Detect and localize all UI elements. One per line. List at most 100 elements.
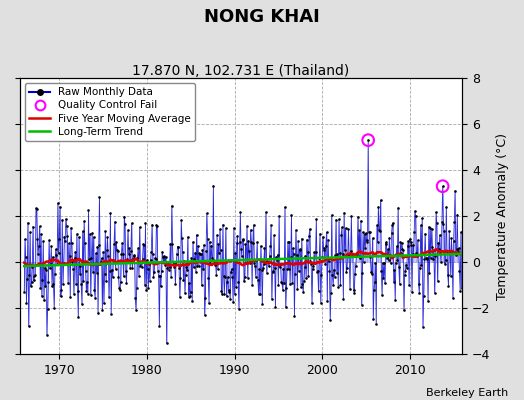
Point [286, 281, 294, 287]
Point [153, 223, 161, 230]
Point [220, 272, 228, 279]
Point [416, 265, 424, 271]
Point [281, 304, 290, 310]
Point [41, 283, 50, 289]
Point [204, 275, 212, 281]
Point [361, 230, 369, 237]
Point [32, 206, 41, 212]
Point [408, 289, 416, 296]
Point [188, 298, 196, 305]
Point [413, 253, 421, 260]
Point [380, 260, 388, 267]
Point [24, 219, 32, 226]
Point [187, 255, 195, 261]
Point [307, 261, 315, 267]
Point [70, 290, 78, 297]
Point [35, 242, 43, 249]
Point [337, 224, 346, 231]
Point [94, 242, 103, 248]
Point [127, 220, 136, 226]
Point [181, 272, 190, 278]
Point [152, 222, 160, 228]
Point [290, 313, 299, 319]
Point [364, 137, 373, 143]
Point [81, 240, 89, 246]
Point [355, 227, 364, 234]
Point [441, 257, 450, 263]
Point [315, 255, 323, 262]
Point [42, 267, 50, 274]
Point [224, 289, 233, 295]
Point [122, 280, 130, 286]
Point [21, 254, 30, 260]
Point [42, 332, 51, 338]
Point [423, 256, 431, 262]
Point [30, 272, 39, 279]
Point [79, 228, 87, 235]
Point [341, 247, 349, 253]
Point [183, 267, 191, 274]
Point [264, 259, 272, 265]
Point [157, 283, 165, 290]
Point [224, 274, 232, 280]
Point [116, 287, 124, 294]
Point [233, 240, 241, 246]
Point [388, 222, 397, 228]
Point [320, 247, 329, 253]
Point [203, 210, 211, 217]
Point [304, 273, 312, 279]
Point [263, 258, 271, 264]
Point [214, 241, 223, 248]
Point [84, 207, 93, 214]
Point [133, 285, 141, 291]
Point [428, 244, 436, 250]
Point [422, 255, 431, 262]
Point [298, 236, 306, 242]
Point [343, 264, 351, 271]
Point [232, 284, 240, 290]
Point [231, 290, 239, 297]
Point [243, 223, 251, 230]
Point [226, 295, 234, 302]
Point [331, 252, 340, 258]
Point [354, 253, 363, 259]
Point [230, 225, 238, 232]
Point [289, 245, 297, 252]
Point [346, 286, 354, 293]
Point [279, 266, 288, 272]
Point [307, 258, 315, 264]
Point [328, 272, 336, 279]
Point [311, 249, 320, 255]
Point [348, 253, 356, 259]
Point [401, 268, 410, 275]
Point [165, 267, 173, 273]
Point [383, 254, 391, 261]
Point [403, 243, 412, 249]
Point [346, 248, 355, 254]
Point [376, 197, 385, 203]
Point [150, 268, 158, 275]
Point [98, 307, 106, 313]
Point [147, 248, 156, 255]
Point [187, 289, 195, 296]
Point [115, 284, 123, 291]
Point [364, 137, 373, 143]
Point [254, 277, 262, 284]
Point [303, 236, 311, 243]
Point [163, 265, 171, 272]
Point [110, 240, 118, 247]
Point [170, 260, 179, 267]
Point [381, 280, 389, 287]
Point [434, 240, 442, 246]
Point [26, 229, 34, 236]
Point [255, 290, 263, 297]
Point [443, 272, 452, 278]
Point [412, 250, 421, 256]
Point [276, 264, 284, 270]
Point [211, 261, 219, 268]
Point [454, 248, 462, 254]
Point [431, 252, 440, 259]
Point [77, 281, 85, 288]
Point [361, 244, 369, 251]
Point [27, 278, 36, 285]
